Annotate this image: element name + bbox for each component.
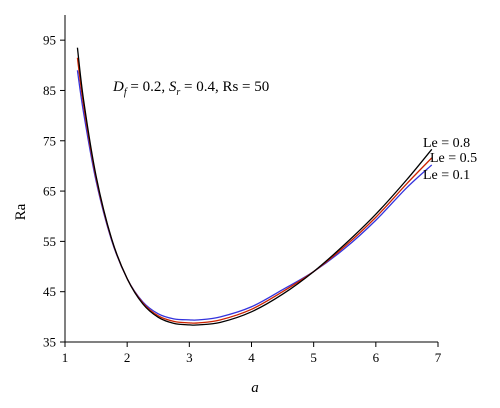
x-tick-label: 6 [373, 350, 380, 365]
param-annotation: Df = 0.2, Sr = 0.4, Rs = 50 [112, 79, 269, 98]
x-tick-label: 2 [124, 350, 131, 365]
x-tick-label: 4 [248, 350, 255, 365]
series-line-2 [76, 70, 433, 321]
legend-label-0: Le = 0.8 [423, 136, 470, 151]
y-tick-label: 75 [43, 133, 56, 148]
x-ticks: 1 2 3 4 5 6 7 [62, 342, 442, 365]
series-line-1 [76, 57, 433, 324]
x-tick-label: 7 [435, 350, 442, 365]
s-value: = 0.4, Rs = 50 [180, 79, 269, 95]
y-ticks: 35 45 55 65 75 85 95 [43, 33, 65, 350]
d-symbol: D [112, 79, 124, 95]
legend-label-1: Le = 0.5 [430, 151, 477, 166]
series-group [76, 47, 433, 326]
x-tick-label: 1 [62, 350, 69, 365]
s-symbol: S [169, 79, 177, 95]
y-tick-label: 85 [43, 83, 56, 98]
y-tick-label: 35 [43, 335, 56, 350]
y-tick-label: 65 [43, 184, 56, 199]
d-subscript: f [124, 87, 128, 98]
legend: Le = 0.8Le = 0.5 Le = 0.1 [423, 136, 477, 183]
axes [64, 15, 438, 343]
y-tick-label: 45 [43, 284, 56, 299]
x-tick-label: 3 [186, 350, 193, 365]
x-axis-title: a [251, 380, 259, 396]
s-subscript: r [176, 87, 180, 98]
y-tick-label: 95 [43, 33, 56, 48]
legend-label-2: Le = 0.1 [423, 168, 470, 183]
d-value: = 0.2, [127, 79, 169, 95]
x-tick-label: 5 [310, 350, 317, 365]
y-axis-title: Ra [13, 203, 29, 220]
y-tick-label: 55 [43, 234, 56, 249]
series-line-0 [76, 47, 433, 326]
